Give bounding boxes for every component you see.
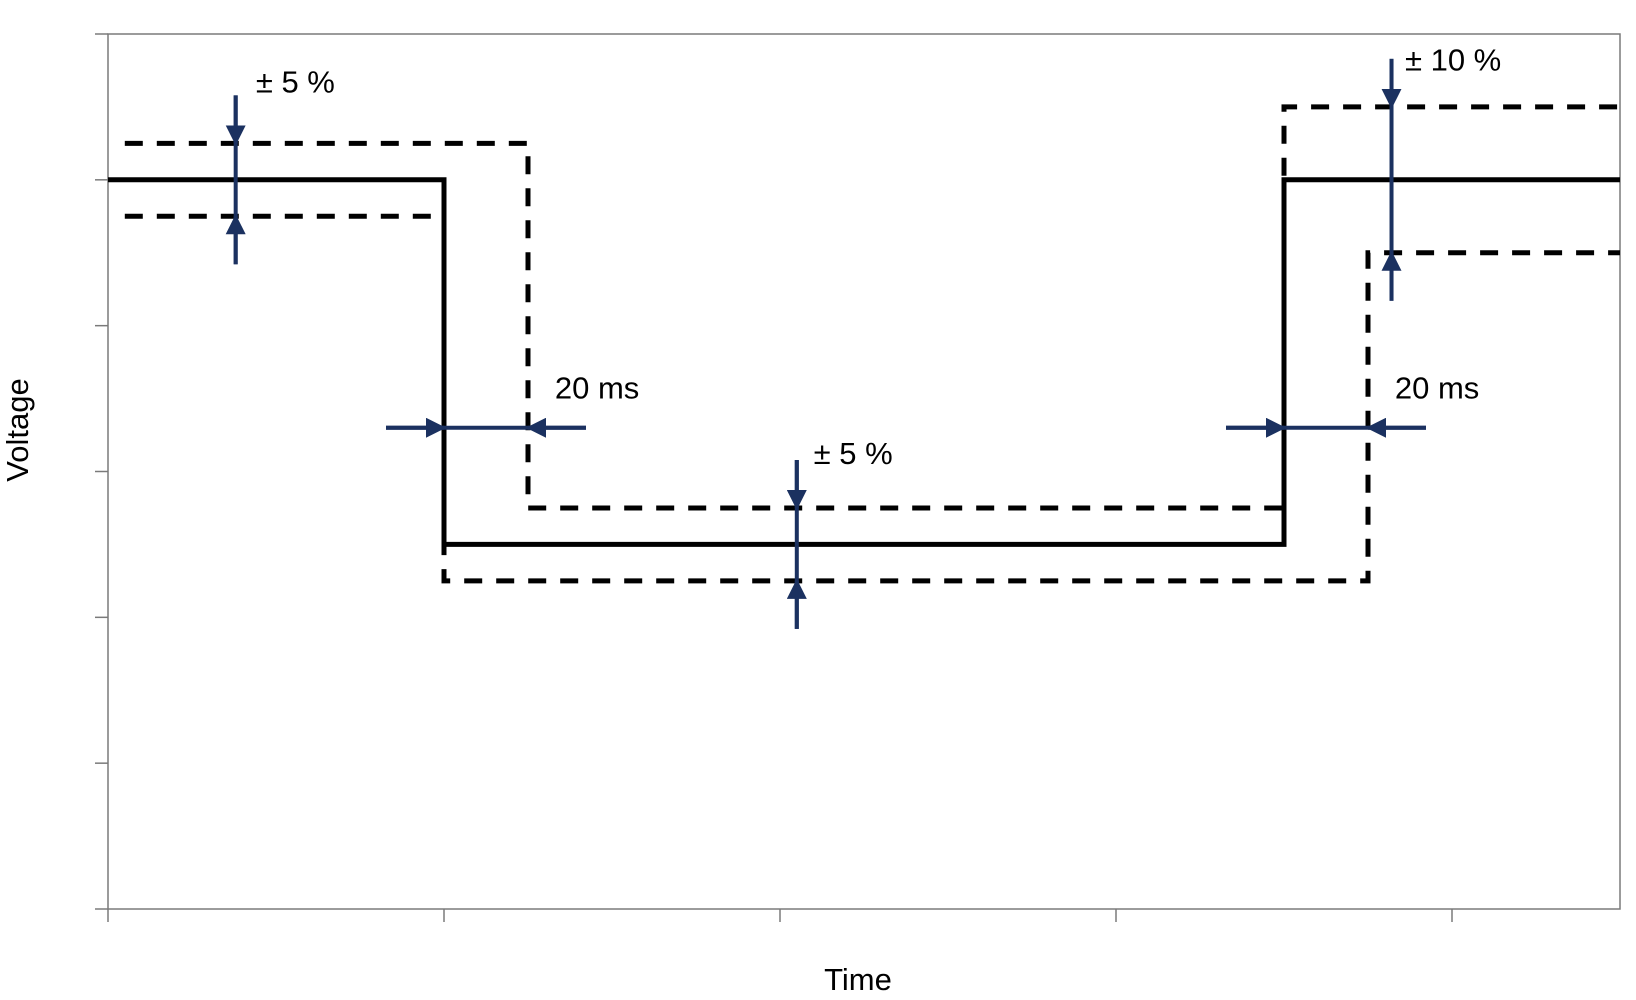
annotation-label: ± 5 %: [814, 436, 893, 471]
tolerance-line: [124, 104, 1620, 511]
annotation-label: ± 10 %: [1405, 42, 1501, 77]
signal-line: [108, 177, 1620, 547]
tolerance-line: [124, 213, 1620, 584]
y-axis-label: Voltage: [0, 378, 35, 481]
annotation-voltage-tolerance: ± 5 %: [225, 64, 335, 265]
annotation-label: 20 ms: [1395, 371, 1479, 406]
annotations-group: ± 5 % 20 ms ± 5 % 20 ms ± 10 %: [225, 42, 1501, 629]
annotation-label: 20 ms: [555, 371, 639, 406]
annotation-label: ± 5 %: [256, 64, 335, 99]
x-axis-label: Time: [824, 962, 892, 997]
annotation-voltage-tolerance: ± 5 %: [786, 436, 893, 629]
annotation-voltage-tolerance: ± 10 %: [1381, 42, 1501, 301]
annotation-time-delay: 20 ms: [386, 371, 639, 438]
series-group: [108, 104, 1620, 584]
annotation-time-delay: 20 ms: [1226, 371, 1479, 438]
axes: [95, 33, 1621, 922]
